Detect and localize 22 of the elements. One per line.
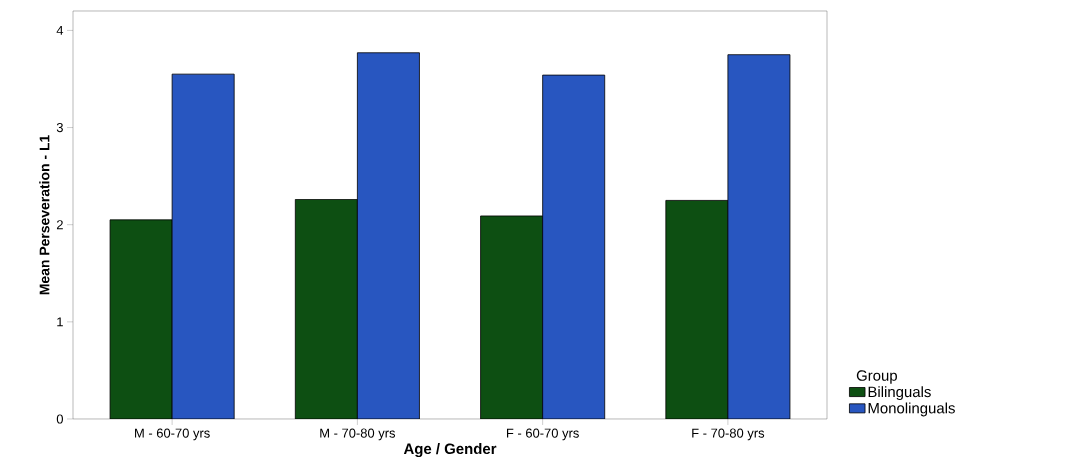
x-tick-label: F - 60-70 yrs bbox=[507, 428, 579, 441]
x-axis-title: Age / Gender bbox=[403, 443, 497, 458]
bar bbox=[356, 52, 420, 419]
bar bbox=[294, 199, 358, 419]
y-axis-title: Mean Perseveration - L1 bbox=[39, 135, 50, 295]
x-tick-label: M - 60-70 yrs bbox=[135, 428, 210, 441]
bar bbox=[109, 219, 173, 419]
legend-title: Group bbox=[856, 370, 897, 384]
y-tick-label: 1 bbox=[57, 317, 63, 327]
x-tick-label: M - 70-80 yrs bbox=[320, 428, 396, 441]
legend-label: Bilinguals bbox=[868, 386, 931, 401]
bar bbox=[171, 73, 235, 419]
y-tick-label: 3 bbox=[56, 122, 63, 133]
y-tick-label: 4 bbox=[56, 25, 64, 35]
bar bbox=[542, 75, 605, 419]
bar bbox=[480, 215, 543, 419]
bar bbox=[665, 200, 729, 419]
legend-label: Monolinguals bbox=[868, 402, 955, 417]
bar bbox=[727, 54, 791, 419]
y-tick-label: 2 bbox=[56, 220, 63, 230]
x-tick-label: F - 70-80 yrs bbox=[692, 428, 765, 441]
y-tick-label: 0 bbox=[56, 414, 63, 424]
